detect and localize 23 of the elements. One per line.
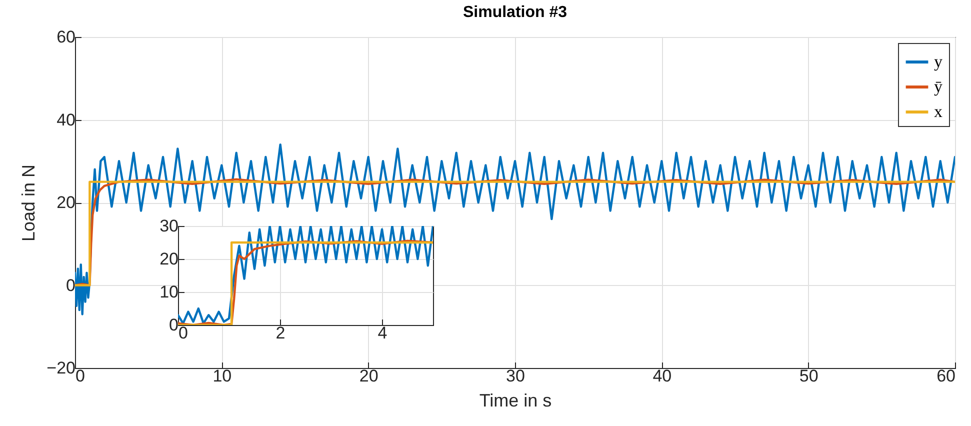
y-tick-label: 60 bbox=[56, 28, 76, 46]
y-tick-label: 30 bbox=[160, 216, 178, 236]
x-tick-label: 50 bbox=[799, 366, 818, 386]
legend-label: x bbox=[934, 102, 943, 121]
x-tick-label: 2 bbox=[276, 324, 286, 342]
y-tick-label: −20 bbox=[46, 358, 76, 378]
y-tick-label: 20 bbox=[160, 250, 178, 268]
legend-label: ȳ bbox=[934, 77, 943, 96]
x-axis-title: Time in s bbox=[479, 390, 552, 410]
y-tick-label: 0 bbox=[66, 276, 76, 295]
x-tick-label: 60 bbox=[936, 366, 956, 386]
x-tick-label: 10 bbox=[212, 366, 232, 386]
x-tick-label: 4 bbox=[378, 324, 388, 342]
x-tick-label: 30 bbox=[506, 366, 525, 386]
y-tick-label: 40 bbox=[56, 110, 76, 130]
y-axis-title: Load in N bbox=[18, 164, 39, 242]
x-tick-label: 40 bbox=[652, 366, 672, 386]
line-series bbox=[75, 143, 955, 316]
chart-title: Simulation #3 bbox=[462, 4, 568, 21]
x-tick-label: 20 bbox=[359, 366, 378, 386]
y-tick-label: 10 bbox=[160, 282, 178, 302]
y-tick-label: 20 bbox=[56, 193, 76, 212]
legend-label: y bbox=[934, 52, 943, 71]
